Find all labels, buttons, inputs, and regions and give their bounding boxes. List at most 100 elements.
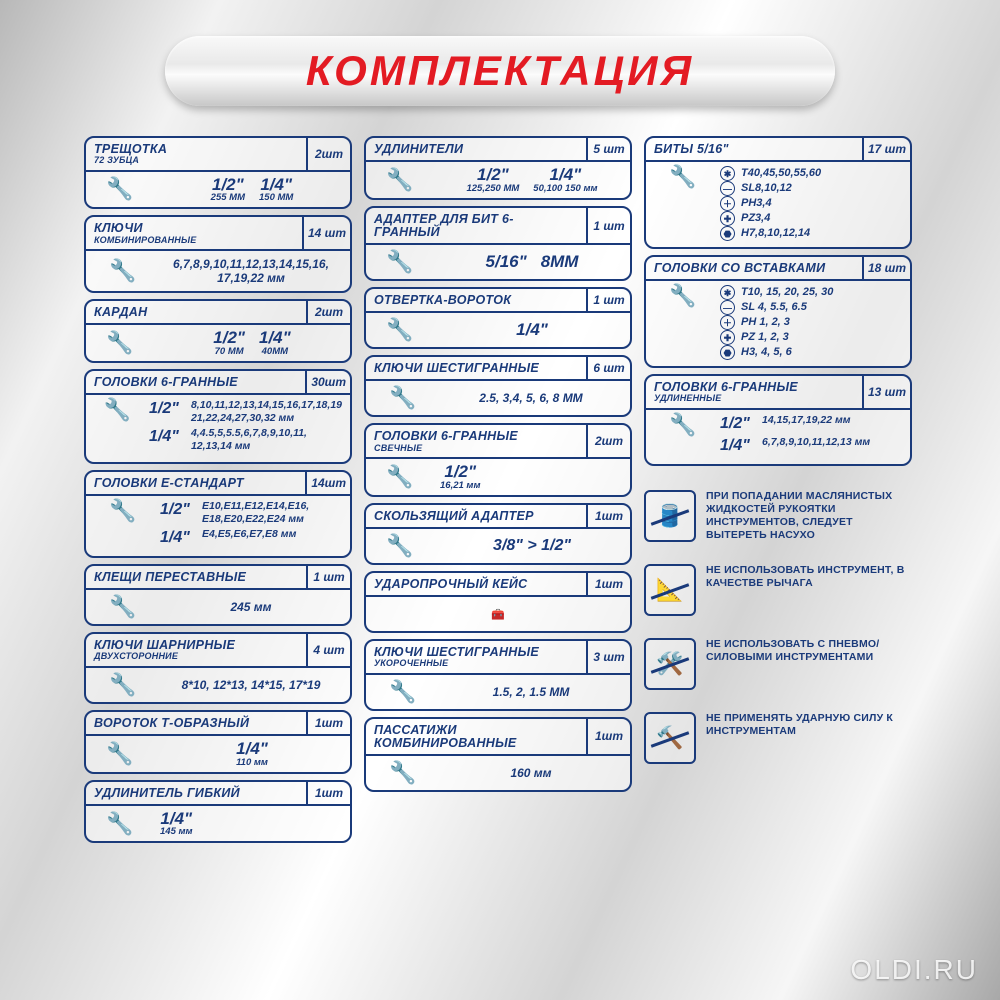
tool-icon: 🔧 — [366, 162, 434, 198]
card-title: ГОЛОВКИ 6-ГРАННЫЕ — [86, 371, 305, 393]
tool-icon: 🔧 — [654, 414, 712, 436]
card-title: ГОЛОВКИ Е-СТАНДАРТ — [86, 472, 305, 494]
warning-row: 🛢️ ПРИ ПОПАДАНИИ МАСЛЯНИСТЫХ ЖИДКОСТЕЙ Р… — [644, 490, 912, 543]
warning-icon: 🛠️ — [644, 638, 696, 690]
card-title: УДЛИНИТЕЛИ — [366, 138, 586, 160]
spec-card: КЛЕЩИ ПЕРЕСТАВНЫЕ 1 шт 🔧245 мм — [84, 564, 352, 626]
card-qty: 30шт — [305, 371, 350, 393]
tool-icon: 🔧 — [94, 674, 152, 696]
tool-icon: 🔧 — [86, 736, 154, 772]
warning-text: НЕ ПРИМЕНЯТЬ УДАРНУЮ СИЛУ К ИНСТРУМЕНТАМ — [706, 712, 912, 738]
card-title: КЛЮЧИ ШЕСТИГРАННЫЕУКОРОЧЕННЫЕ — [366, 641, 586, 673]
column-3: БИТЫ 5/16" 17 шт 🔧✱T40,45,50,55,60—SL8,1… — [644, 136, 912, 843]
card-title: УДЛИНИТЕЛЬ ГИБКИЙ — [86, 782, 306, 804]
spec-card: КЛЮЧИ ШЕСТИГРАННЫЕ 6 шт 🔧2.5, 3,4, 5, 6,… — [364, 355, 632, 417]
spec-card: ПАССАТИЖИ КОМБИНИРОВАННЫЕ 1шт 🔧160 мм — [364, 717, 632, 792]
spec-card: БИТЫ 5/16" 17 шт 🔧✱T40,45,50,55,60—SL8,1… — [644, 136, 912, 249]
card-title: ГОЛОВКИ 6-ГРАННЫЕУДЛИНЕННЫЕ — [646, 376, 862, 408]
warning-text: ПРИ ПОПАДАНИИ МАСЛЯНИСТЫХ ЖИДКОСТЕЙ РУКО… — [706, 490, 912, 543]
spec-card: ОТВЕРТКА-ВОРОТОК 1 шт 🔧1/4" — [364, 287, 632, 349]
card-title: КЛЕЩИ ПЕРЕСТАВНЫЕ — [86, 566, 306, 588]
card-qty: 5 шт — [586, 138, 630, 160]
tool-icon: 🔧 — [94, 500, 152, 522]
spec-card: ТРЕЩОТКА72 ЗУБЦА 2шт 🔧1/2"255 ММ1/4"150 … — [84, 136, 352, 209]
tool-icon: 🔧 — [366, 245, 434, 279]
card-title: КАРДАН — [86, 301, 306, 323]
card-qty: 1 шт — [586, 208, 630, 243]
spec-card: ГОЛОВКИ 6-ГРАННЫЕСВЕЧНЫЕ 2шт 🔧1/2"16,21 … — [364, 423, 632, 496]
warning-row: 🛠️ НЕ ИСПОЛЬЗОВАТЬ С ПНЕВМО/СИЛОВЫМИ ИНС… — [644, 638, 912, 690]
header-pill: КОМПЛЕКТАЦИЯ — [165, 36, 835, 106]
tool-icon: 🔧 — [86, 806, 154, 842]
spec-card: КАРДАН 2шт 🔧1/2"70 ММ1/4"40ММ — [84, 299, 352, 363]
column-2: УДЛИНИТЕЛИ 5 шт 🔧1/2"125,250 ММ1/4"50,10… — [364, 136, 632, 843]
card-qty: 4 шт — [306, 634, 350, 666]
card-title: КЛЮЧИ ШЕСТИГРАННЫЕ — [366, 357, 586, 379]
card-title: ВОРОТОК Т-ОБРАЗНЫЙ — [86, 712, 306, 734]
tool-icon: 🔧 — [366, 313, 434, 347]
warning-icon: 🔨 — [644, 712, 696, 764]
card-qty: 1шт — [306, 712, 350, 734]
card-qty: 1шт — [586, 505, 630, 527]
tool-icon: 🔧 — [94, 399, 141, 421]
warning-row: 📐 НЕ ИСПОЛЬЗОВАТЬ ИНСТРУМЕНТ, В КАЧЕСТВЕ… — [644, 564, 912, 616]
spec-card: СКОЛЬЗЯЩИЙ АДАПТЕР 1шт 🔧3/8" > 1/2" — [364, 503, 632, 565]
card-qty: 6 шт — [586, 357, 630, 379]
tool-icon: 🔧 — [654, 285, 712, 307]
card-qty: 1шт — [306, 782, 350, 804]
card-title: ТРЕЩОТКА72 ЗУБЦА — [86, 138, 306, 170]
card-qty: 1шт — [586, 719, 630, 754]
spec-card: ВОРОТОК Т-ОБРАЗНЫЙ 1шт 🔧1/4"110 мм — [84, 710, 352, 774]
tool-icon: 🔧 — [654, 166, 712, 188]
spec-card: КЛЮЧИ ШЕСТИГРАННЫЕУКОРОЧЕННЫЕ 3 шт 🔧1.5,… — [364, 639, 632, 711]
card-title: ПАССАТИЖИ КОМБИНИРОВАННЫЕ — [366, 719, 586, 754]
tool-icon: 🔧 — [86, 172, 154, 208]
tool-icon: 🔧 — [366, 529, 434, 563]
spec-card: ГОЛОВКИ Е-СТАНДАРТ 14шт 🔧1/2"E10,E11,E12… — [84, 470, 352, 558]
card-qty: 1шт — [586, 573, 630, 595]
spec-card: КЛЮЧИ ШАРНИРНЫЕДВУХСТОРОННИЕ 4 шт 🔧8*10,… — [84, 632, 352, 704]
tool-icon: 🔧 — [86, 325, 154, 361]
page-title: КОМПЛЕКТАЦИЯ — [306, 47, 694, 95]
card-title: ГОЛОВКИ 6-ГРАННЫЕСВЕЧНЫЕ — [366, 425, 586, 457]
warning-icon: 🛢️ — [644, 490, 696, 542]
card-title: УДАРОПРОЧНЫЙ КЕЙС — [366, 573, 586, 595]
watermark: OLDI.RU — [850, 954, 978, 986]
card-qty: 1 шт — [306, 566, 350, 588]
warning-text: НЕ ИСПОЛЬЗОВАТЬ ИНСТРУМЕНТ, В КАЧЕСТВЕ Р… — [706, 564, 912, 590]
card-qty: 13 шт — [862, 376, 910, 408]
column-1: ТРЕЩОТКА72 ЗУБЦА 2шт 🔧1/2"255 ММ1/4"150 … — [84, 136, 352, 843]
columns: ТРЕЩОТКА72 ЗУБЦА 2шт 🔧1/2"255 ММ1/4"150 … — [84, 136, 916, 843]
card-qty: 2шт — [306, 138, 350, 170]
spec-card: УДЛИНИТЕЛЬ ГИБКИЙ 1шт 🔧1/4"145 мм — [84, 780, 352, 844]
card-qty: 2шт — [306, 301, 350, 323]
card-qty: 14 шт — [302, 217, 350, 249]
spec-card: ГОЛОВКИ СО ВСТАВКАМИ 18 шт 🔧✱T10, 15, 20… — [644, 255, 912, 368]
card-title: ОТВЕРТКА-ВОРОТОК — [366, 289, 586, 311]
card-qty: 2шт — [586, 425, 630, 457]
tool-icon: 🔧 — [94, 260, 152, 282]
spec-card: АДАПТЕР ДЛЯ БИТ 6-ГРАННЫЙ 1 шт 🔧5/16"8ММ — [364, 206, 632, 281]
card-title: ГОЛОВКИ СО ВСТАВКАМИ — [646, 257, 862, 279]
tool-icon: 🔧 — [94, 596, 152, 618]
card-qty: 14шт — [305, 472, 350, 494]
card-qty: 1 шт — [586, 289, 630, 311]
warning-row: 🔨 НЕ ПРИМЕНЯТЬ УДАРНУЮ СИЛУ К ИНСТРУМЕНТ… — [644, 712, 912, 764]
card-qty: 18 шт — [862, 257, 910, 279]
tool-icon: 🔧 — [366, 459, 434, 495]
spec-card: УДАРОПРОЧНЫЙ КЕЙС 1шт 🧰 — [364, 571, 632, 633]
card-title: КЛЮЧИКОМБИНИРОВАННЫЕ — [86, 217, 302, 249]
tool-icon: 🔧 — [374, 762, 432, 784]
warning-text: НЕ ИСПОЛЬЗОВАТЬ С ПНЕВМО/СИЛОВЫМИ ИНСТРУ… — [706, 638, 912, 664]
card-title: СКОЛЬЗЯЩИЙ АДАПТЕР — [366, 505, 586, 527]
spec-card: КЛЮЧИКОМБИНИРОВАННЫЕ 14 шт 🔧6,7,8,9,10,1… — [84, 215, 352, 293]
tool-icon: 🔧 — [374, 387, 432, 409]
warning-icon: 📐 — [644, 564, 696, 616]
card-qty: 17 шт — [862, 138, 910, 160]
card-title: БИТЫ 5/16" — [646, 138, 862, 160]
tool-icon: 🧰 — [456, 601, 540, 627]
spec-card: ГОЛОВКИ 6-ГРАННЫЕУДЛИНЕННЫЕ 13 шт 🔧1/2"1… — [644, 374, 912, 466]
spec-card: ГОЛОВКИ 6-ГРАННЫЕ 30шт 🔧1/2"8,10,11,12,1… — [84, 369, 352, 464]
card-title: КЛЮЧИ ШАРНИРНЫЕДВУХСТОРОННИЕ — [86, 634, 306, 666]
card-qty: 3 шт — [586, 641, 630, 673]
